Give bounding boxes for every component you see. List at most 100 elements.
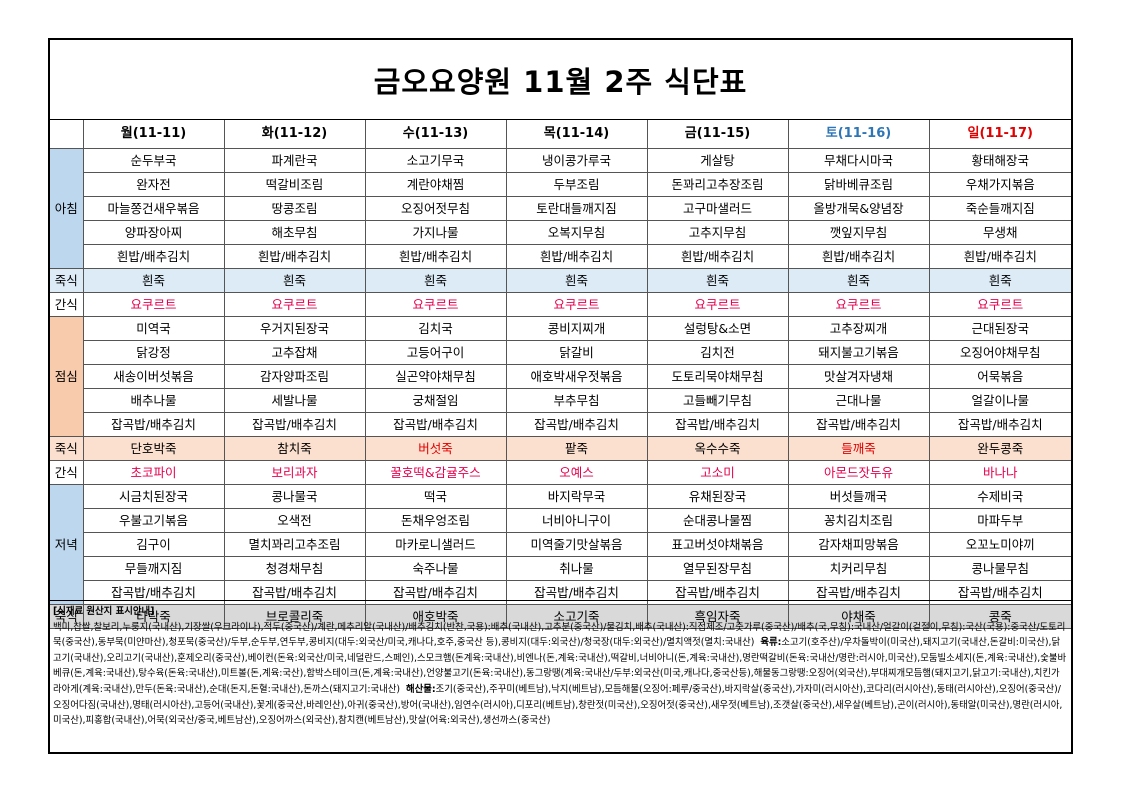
origin-notice-title: [식재료 원산지 표시안내] [53, 606, 155, 617]
dish-cell: 잡곡밥/배추김치 [928, 412, 1071, 437]
day-header-row: 월(11-11) 화(11-12) 수(11-13) 목(11-14) 금(11-15)… [50, 120, 1071, 149]
dish-cell: 닭갈비 [505, 340, 648, 365]
dish-cell: 수제비국 [928, 484, 1071, 509]
dinner-row: 무들깨지짐 청경채무침 숙주나물 취나물 열무된장무침 치커리무침 콩나물무침 [50, 556, 1071, 581]
dish-cell: 콩나물무침 [928, 556, 1071, 581]
dish-cell: 감자채피망볶음 [787, 532, 930, 557]
dish-cell: 콩비지찌개 [505, 316, 648, 341]
lunch-row: 배추나물 세발나물 궁채절임 부추무침 고들빼기무침 근대나물 얼갈이나물 [50, 388, 1071, 413]
day-header: 금(11-15) [646, 120, 789, 149]
origin-notice-seafood-label: 해산물: [406, 683, 436, 695]
dinner-porridge-label: 죽식 [50, 604, 84, 629]
lunch-row: 잡곡밥/배추김치 잡곡밥/배추김치 잡곡밥/배추김치 잡곡밥/배추김치 잡곡밥/배추김치… [50, 412, 1071, 437]
day-header: 월(11-11) [82, 120, 225, 149]
corner-cell [50, 120, 84, 149]
lunch-porridge-cell: 옥수수죽 [646, 436, 789, 461]
dish-cell: 마늘쫑건새우볶음 [82, 196, 225, 221]
dish-cell: 두부조림 [505, 172, 648, 197]
dish-cell: 얼갈이나물 [928, 388, 1071, 413]
dish-cell: 무들깨지짐 [82, 556, 225, 581]
dish-cell: 순대콩나물찜 [646, 508, 789, 533]
dinner-porridge-row: 죽식 타락죽 브로콜리죽 애호박죽 소고기죽 흑임자죽 야채죽 콩죽 [50, 604, 1071, 629]
afternoon-snack-cell: 보리과자 [223, 460, 366, 485]
dish-cell: 황태해장국 [928, 148, 1071, 173]
dinner-porridge-cell: 야채죽 [787, 604, 930, 629]
dish-cell: 시금치된장국 [82, 484, 225, 509]
dish-cell: 열무된장무침 [646, 556, 789, 581]
dish-cell: 어묵볶음 [928, 364, 1071, 389]
breakfast-porridge-cell: 흰죽 [928, 268, 1071, 293]
breakfast-row: 아침 순두부국 파계란국 소고기무국 냉이콩가루국 게살탕 무채다시마국 황태해장국 [50, 148, 1071, 269]
dish-cell: 흰밥/배추김치 [505, 244, 648, 269]
dish-cell: 흰밥/배추김치 [223, 244, 366, 269]
day-header: 목(11-14) [505, 120, 648, 149]
breakfast-porridge-cell: 흰죽 [505, 268, 648, 293]
day-header: 화(11-12) [223, 120, 366, 149]
dish-cell: 고구마샐러드 [646, 196, 789, 221]
dish-cell: 오꼬노미야끼 [928, 532, 1071, 557]
origin-notice-seafood: 조기(중국산),주꾸미(베트남),낙지(베트남),모듬해물(오징어:페루/중국산… [53, 683, 1063, 727]
afternoon-snack-cell: 아몬드잣두유 [787, 460, 930, 485]
dinner-row: 저녁 시금치된장국 콩나물국 떡국 바지락무국 유채된장국 버섯들깨국 수제비국 [50, 484, 1071, 605]
morning-snack-label: 간식 [50, 292, 84, 317]
lunch-row: 새송이버섯볶음 감자양파조림 실곤약야채무침 애호박새우젓볶음 도토리묵야채무침 맛살겨자… [50, 364, 1071, 389]
dish-cell: 흰밥/배추김치 [928, 244, 1071, 269]
dish-cell: 세발나물 [223, 388, 366, 413]
dish-cell: 마카로니샐러드 [364, 532, 507, 557]
dish-cell: 콩나물국 [223, 484, 366, 509]
lunch-porridge-cell: 참치죽 [223, 436, 366, 461]
dish-cell: 가지나물 [364, 220, 507, 245]
breakfast-porridge-cell: 흰죽 [646, 268, 789, 293]
afternoon-snack-cell: 바나나 [928, 460, 1071, 485]
dish-cell: 냉이콩가루국 [505, 148, 648, 173]
morning-snack-cell: 요쿠르트 [82, 292, 225, 317]
dinner-porridge-cell: 타락죽 [82, 604, 225, 629]
lunch-label: 점심 [50, 316, 84, 437]
dish-cell: 오징어야채무침 [928, 340, 1071, 365]
dish-cell: 고등어구이 [364, 340, 507, 365]
dish-cell: 무생채 [928, 220, 1071, 245]
dish-cell: 고추장찌개 [787, 316, 930, 341]
dish-cell: 실곤약야채무침 [364, 364, 507, 389]
dish-cell: 마파두부 [928, 508, 1071, 533]
morning-snack-cell: 요쿠르트 [223, 292, 366, 317]
dish-cell: 완자전 [82, 172, 225, 197]
breakfast-row: 완자전 떡갈비조림 계란야채찜 두부조림 돈꽈리고추장조림 닭바베큐조림 우채가지볶음 [50, 172, 1071, 197]
breakfast-porridge-label: 죽식 [50, 268, 84, 293]
dish-cell: 돼지불고기볶음 [787, 340, 930, 365]
day-header: 일(11-17) [928, 120, 1071, 149]
dish-cell: 고추잡채 [223, 340, 366, 365]
dish-cell: 오복지무침 [505, 220, 648, 245]
dish-cell: 돈채우엉조림 [364, 508, 507, 533]
dish-cell: 애호박새우젓볶음 [505, 364, 648, 389]
dish-cell: 고들빼기무침 [646, 388, 789, 413]
dish-cell: 파계란국 [223, 148, 366, 173]
dish-cell: 게살탕 [646, 148, 789, 173]
dish-cell: 김치국 [364, 316, 507, 341]
breakfast-label: 아침 [50, 148, 84, 269]
dinner-porridge-cell: 흑임자죽 [646, 604, 789, 629]
lunch-row: 점심 미역국 우거지된장국 김치국 콩비지찌개 설렁탕&소면 고추장찌개 근대된장국 [50, 316, 1071, 437]
dish-cell: 설렁탕&소면 [646, 316, 789, 341]
day-header: 수(11-13) [364, 120, 507, 149]
afternoon-snack-cell: 초코파이 [82, 460, 225, 485]
dish-cell: 잡곡밥/배추김치 [82, 412, 225, 437]
dish-cell: 무채다시마국 [787, 148, 930, 173]
morning-snack-cell: 요쿠르트 [928, 292, 1071, 317]
dish-cell: 김구이 [82, 532, 225, 557]
dish-cell: 잡곡밥/배추김치 [364, 412, 507, 437]
breakfast-row: 마늘쫑건새우볶음 땅콩조림 오징어젓무침 토란대들깨지짐 고구마샐러드 올방개묵&양념장 죽… [50, 196, 1071, 221]
morning-snack-cell: 요쿠르트 [787, 292, 930, 317]
day-header: 토(11-16) [787, 120, 930, 149]
lunch-porridge-cell: 팥죽 [505, 436, 648, 461]
dish-cell: 깻잎지무침 [787, 220, 930, 245]
dish-cell: 맛살겨자냉채 [787, 364, 930, 389]
lunch-porridge-cell: 버섯죽 [364, 436, 507, 461]
dish-cell: 잡곡밥/배추김치 [505, 412, 648, 437]
dish-cell: 우불고기볶음 [82, 508, 225, 533]
lunch-porridge-cell: 단호박죽 [82, 436, 225, 461]
dinner-porridge-cell: 애호박죽 [364, 604, 507, 629]
dish-cell: 흰밥/배추김치 [364, 244, 507, 269]
afternoon-snack-label: 간식 [50, 460, 84, 485]
dish-cell: 죽순들깨지짐 [928, 196, 1071, 221]
